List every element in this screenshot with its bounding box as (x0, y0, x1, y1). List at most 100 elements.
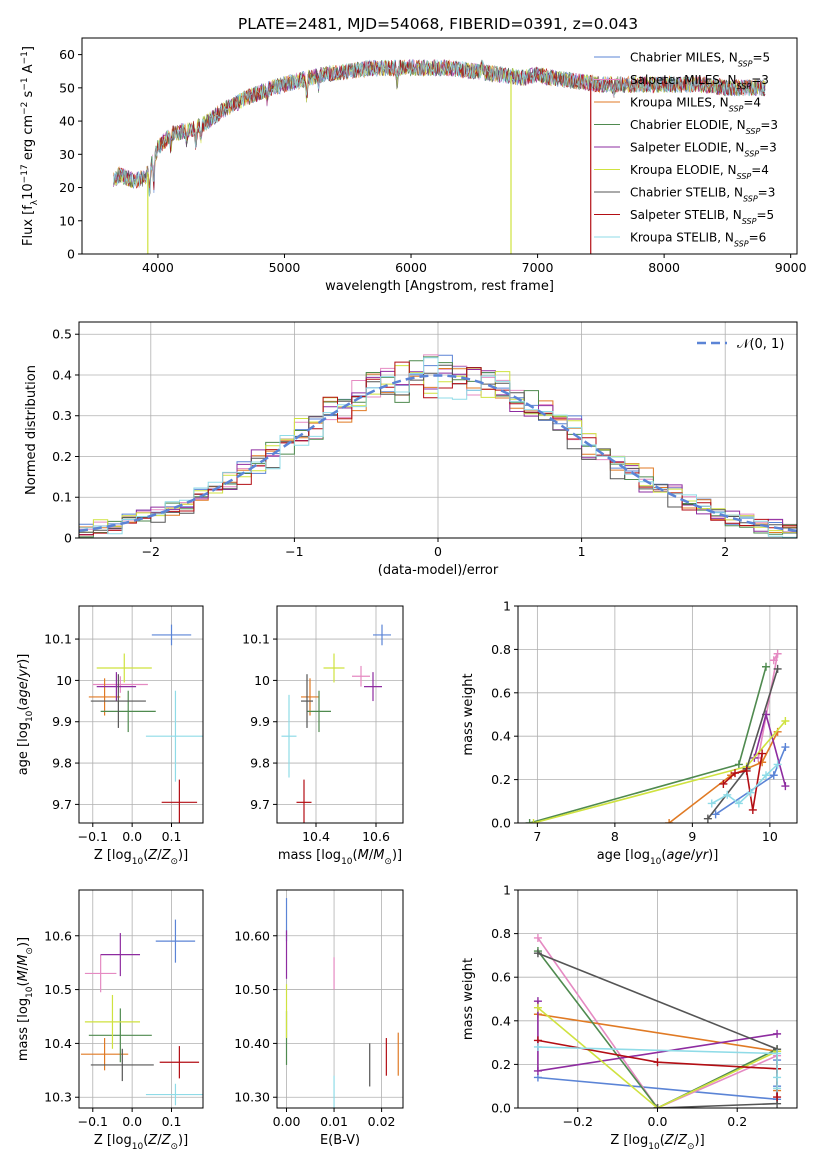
label-part: 10 (132, 857, 144, 867)
y-tick-label: 10.30 (234, 1090, 270, 1105)
y-tick-label: 10.60 (234, 928, 270, 943)
x-axis-label: age [log10(age/yr)] (597, 848, 719, 867)
weight-marker (525, 819, 534, 823)
label-part: ( (353, 848, 358, 863)
y-tick-label: 0.2 (491, 1057, 511, 1072)
label-part: Z (677, 1133, 688, 1148)
y-tick-label: 10.1 (44, 632, 72, 647)
label-part: 10 (648, 1142, 660, 1152)
panel-z-vs-mass: −0.1 0.0 0.110.310.410.510.6Z [log10(Z/Z⊙)… (16, 889, 204, 1152)
weight-marker (711, 810, 720, 819)
label-part: Salpeter STELIB, N (630, 208, 742, 222)
axes-frame (81, 37, 798, 255)
x-tick-label: −0.2 (563, 1114, 593, 1129)
y-tick-label: 20 (59, 180, 75, 195)
x-tick-label: 0.2 (727, 1114, 747, 1129)
label-part: )] (695, 1133, 705, 1148)
legend-label: Chabrier ELODIE, NSSP=3 (630, 118, 778, 136)
x-axis-label: E(B-V) (320, 1133, 360, 1148)
weight-marker (773, 1049, 782, 1058)
label-part: / (16, 965, 31, 970)
axes-frame (78, 605, 204, 824)
y-tick-label: 0.1 (52, 490, 72, 505)
y-axis-label: mass weight (461, 958, 476, 1040)
label-part: ( (16, 706, 31, 711)
y-tick-label: 0.2 (52, 449, 72, 464)
weight-marker (758, 749, 767, 758)
x-tick-label: 4000 (142, 260, 174, 275)
x-tick-label: −2 (142, 544, 160, 559)
x-tick-label: 0.02 (368, 1114, 396, 1129)
y-axis-label: Flux [fλ10−17 erg cm−2 s−1 A−1] (20, 46, 40, 246)
label-part: 10 (650, 857, 662, 867)
y-axis-label: Normed distribution (24, 365, 39, 495)
y-tick-label: 0 (64, 531, 72, 546)
label-part: =3 (751, 73, 769, 87)
label-part: Chabrier ELODIE, N (630, 118, 746, 132)
label-part: age (16, 681, 31, 705)
weight-line-chabrier-elodie (537, 950, 778, 1108)
label-part: mass [log (278, 848, 341, 863)
weight-marker (723, 790, 732, 799)
plot-area-spectrum (113, 58, 766, 254)
label-part: )] (16, 937, 31, 947)
label-part: M (16, 955, 31, 966)
x-axis-label: Z [log10(Z/Z⊙)] (94, 1133, 188, 1152)
normal-curve (79, 374, 797, 533)
label-part: Z [log (94, 848, 132, 863)
label-part: Z (147, 848, 158, 863)
weight-marker (773, 664, 782, 673)
y-axis-label: age [log10(age/yr)] (16, 654, 35, 776)
plot-area-z-vs-age (88, 624, 203, 823)
label-part: mass weight (461, 673, 476, 755)
plot-area-mass-vs-age (281, 624, 391, 823)
weight-line-kroupa-stelib (711, 763, 779, 805)
label-part: Z [log (94, 1133, 132, 1148)
label-part: 10 (25, 710, 35, 722)
y-tick-label: 9.7 (52, 797, 72, 812)
y-tick-label: 0.6 (491, 970, 511, 985)
label-part: −1 (20, 51, 30, 64)
y-tick-label: 0.0 (491, 816, 511, 831)
label-part: ( (660, 1133, 665, 1148)
weight-marker (665, 819, 674, 823)
figure-title: PLATE=2481, MJD=54068, FIBERID=0391, z=0… (238, 15, 638, 33)
weight-marker (773, 649, 782, 658)
label-part: 10 (21, 183, 36, 200)
label-part: / (157, 848, 162, 863)
label-part: mass weight (461, 958, 476, 1040)
label-part: =3 (759, 141, 777, 155)
y-axis-label: mass [log10(M/M⊙)] (16, 937, 35, 1061)
y-tick-label: 40 (59, 114, 75, 129)
weight-marker (781, 717, 790, 726)
y-tick-label: 0.4 (491, 1013, 511, 1028)
y-tick-label: 9.8 (250, 756, 270, 771)
x-tick-label: 2 (721, 544, 729, 559)
label-part: age [log (597, 848, 650, 863)
weight-marker (781, 782, 790, 791)
weight-marker (719, 779, 728, 788)
label-part: =3 (760, 118, 778, 132)
weight-marker (762, 662, 770, 671)
label-part: Chabrier MILES, N (630, 51, 738, 65)
label-part: )] (708, 848, 718, 863)
x-tick-label: 9 (688, 829, 696, 844)
label-part: ⊙ (25, 947, 35, 955)
weight-marker (773, 1093, 782, 1102)
label-part: SSP (737, 172, 752, 181)
weight-marker (533, 1042, 542, 1051)
x-tick-label: −0.1 (78, 829, 108, 844)
label-part: −2 (20, 102, 30, 115)
label-part: SSP (742, 217, 757, 226)
label-part: Z (161, 1133, 172, 1148)
label-part: E(B-V) (320, 1133, 360, 1148)
weight-marker (703, 814, 712, 823)
label-part: λ (30, 199, 40, 205)
label-part: Z [log (610, 1133, 648, 1148)
label-part: ⊙ (170, 857, 178, 867)
label-part: Salpeter ELODIE, N (630, 141, 744, 155)
label-part: =5 (752, 51, 770, 65)
